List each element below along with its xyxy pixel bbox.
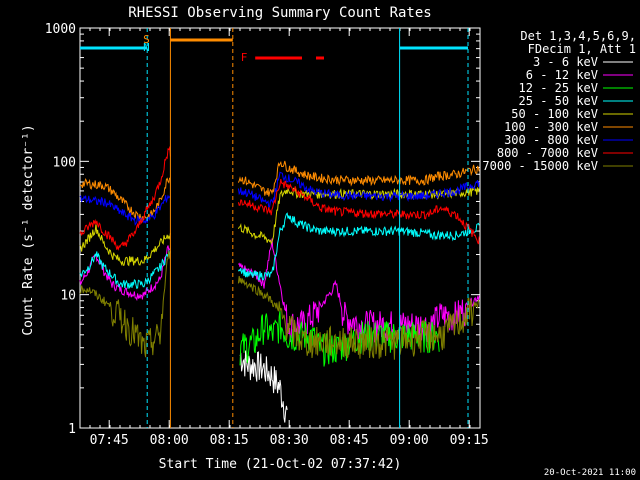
flag-label: S [143, 33, 150, 46]
y-tick-label: 10 [60, 289, 76, 304]
x-tick-label: 09:00 [390, 433, 429, 448]
legend-entry: 50 - 100 keV [511, 107, 598, 121]
legend: Det 1,3,4,5,6,9,FDecim 1, Att 13 - 6 keV… [482, 29, 636, 173]
x-tick-label: 08:15 [210, 433, 249, 448]
timestamp: 20-Oct-2021 11:00 [544, 468, 636, 478]
x-axis-label: Start Time (21-Oct-02 07:37:42) [159, 457, 402, 472]
x-tick-label: 09:15 [450, 433, 489, 448]
series-line [79, 160, 480, 223]
legend-entry: 12 - 25 keV [519, 81, 598, 95]
x-tick-label: 08:45 [330, 433, 369, 448]
x-tick-label: 08:00 [150, 433, 189, 448]
flag-label: N [143, 41, 150, 54]
series-line [79, 185, 480, 267]
x-tick-label: 07:45 [90, 433, 129, 448]
legend-entry: 100 - 300 keV [504, 120, 598, 134]
legend-entry: 7000 - 15000 keV [482, 159, 598, 173]
legend-entry: 6 - 12 keV [526, 68, 598, 82]
legend-entry: 800 - 7000 keV [497, 146, 598, 160]
series-line [79, 171, 480, 226]
plot-area: 1 10 100 1000 07:45 08:00 08:15 08:30 08:45 09:00… [45, 22, 489, 448]
legend-entry: 300 - 800 keV [504, 133, 598, 147]
y-tick-label: 1 [68, 422, 76, 437]
legend-entry: 3 - 6 keV [533, 55, 598, 69]
series-line [79, 145, 480, 251]
flag-label: F [241, 51, 248, 64]
chart-title: RHESSI Observing Summary Count Rates [128, 5, 431, 21]
series-line [79, 251, 480, 360]
series-line [239, 350, 288, 423]
y-tick-label: 100 [53, 155, 76, 170]
y-axis-label: Count Rate (s⁻¹ detector⁻¹) [21, 124, 36, 335]
x-tick-label: 08:30 [270, 433, 309, 448]
legend-header: FDecim 1, Att 1 [528, 42, 636, 56]
y-tick-label: 1000 [45, 22, 76, 37]
series-line [79, 212, 480, 290]
legend-entry: 25 - 50 keV [519, 94, 598, 108]
legend-header: Det 1,3,4,5,6,9, [520, 29, 636, 43]
